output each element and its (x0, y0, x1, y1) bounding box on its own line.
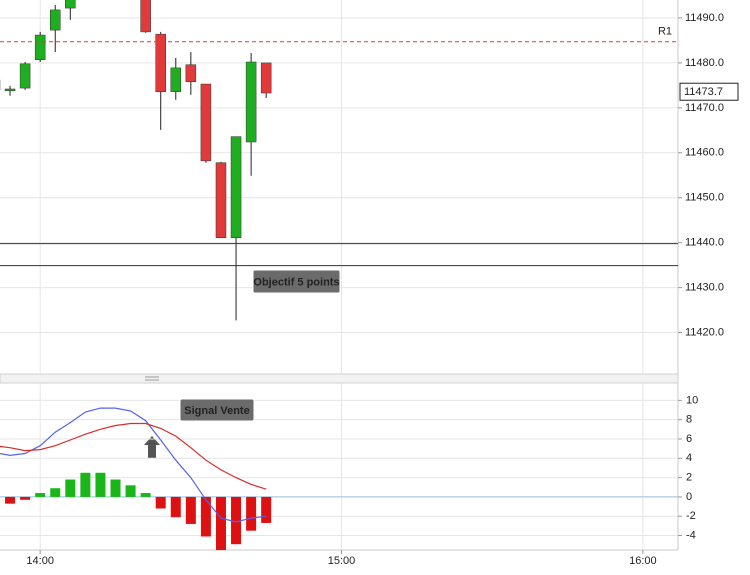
candle-body (155, 33, 166, 92)
annotation-box (252, 269, 341, 294)
y-tick-label: 10 (686, 394, 698, 406)
y-tick-label: -2 (686, 510, 696, 522)
annotation-label: Signal Vente (184, 405, 249, 417)
candle-body (200, 83, 212, 162)
last-price-label: 11473.7 (684, 86, 723, 98)
histogram-bar (110, 479, 121, 497)
x-tick-label: 15:00 (328, 555, 356, 567)
y-tick-label: 11480.0 (685, 57, 724, 69)
histogram-bar (231, 496, 242, 545)
histogram-bar (215, 496, 226, 550)
histogram-bar (95, 472, 106, 497)
histogram-bar (170, 496, 181, 518)
plot-area (0, 383, 678, 550)
candle-body (260, 62, 272, 94)
histogram-bar (125, 485, 136, 497)
level-label: R1 (658, 26, 672, 38)
candle-body (19, 63, 31, 89)
annotation-label: Objectif 5 points (253, 276, 339, 288)
y-tick-label: 11430.0 (685, 282, 724, 294)
histogram-bar (246, 496, 257, 531)
last-price-box (679, 82, 739, 101)
histogram-bar (65, 479, 76, 497)
histogram-bar (5, 496, 16, 504)
candle-body (185, 64, 197, 83)
y-tick-label: 11420.0 (685, 326, 724, 338)
indicator-line (0, 422, 267, 490)
candle-body (230, 136, 242, 238)
y-tick-label: 4 (686, 452, 692, 464)
histogram-bar (155, 496, 166, 509)
signal-arrow (144, 436, 160, 458)
candle-body (245, 61, 257, 143)
annotation-box (179, 398, 255, 422)
candle-body (49, 9, 61, 31)
y-tick-label: 2 (686, 472, 692, 484)
y-tick-label: 8 (686, 414, 692, 426)
histogram-bar (200, 496, 211, 537)
y-tick-label: 11440.0 (685, 237, 724, 249)
indicator-line (0, 407, 267, 523)
y-tick-label: 11460.0 (685, 147, 724, 159)
y-tick-label: 11470.0 (685, 102, 724, 114)
y-tick-label: 11450.0 (685, 192, 724, 204)
histogram-bar (185, 496, 196, 524)
x-tick-label: 14:00 (26, 555, 54, 567)
candle-body (34, 34, 46, 61)
y-tick-label: 0 (686, 491, 692, 503)
candle-body (4, 88, 16, 92)
candle-body (65, 0, 76, 9)
candle-body (140, 0, 151, 33)
histogram-bar (20, 496, 31, 500)
candle-body (215, 162, 227, 238)
histogram-bar (35, 493, 46, 497)
histogram-bar (80, 472, 91, 497)
histogram-bar (50, 488, 61, 497)
histogram-bar (261, 496, 272, 523)
histogram-bar (140, 493, 151, 497)
y-tick-label: 11490.0 (685, 12, 724, 24)
x-tick-label: 16:00 (629, 555, 657, 567)
y-tick-label: 6 (686, 433, 692, 445)
candle-body (170, 67, 182, 92)
y-tick-label: -4 (686, 529, 696, 541)
panel-divider[interactable] (0, 373, 679, 384)
